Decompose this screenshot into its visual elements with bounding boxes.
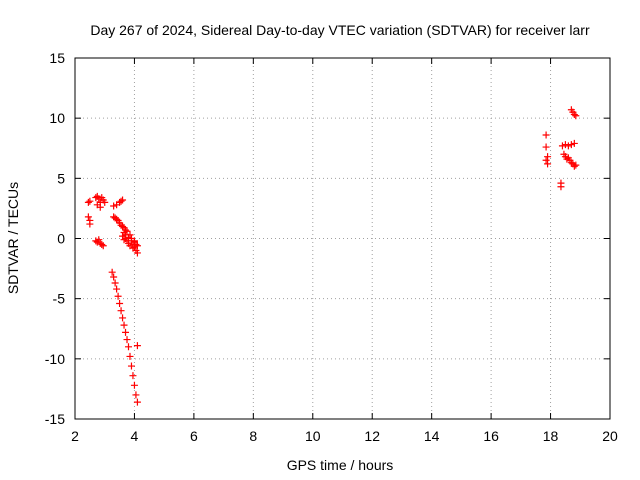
data-point	[117, 197, 125, 205]
x-tick-label: 12	[364, 428, 380, 444]
data-point	[99, 242, 107, 250]
data-point	[570, 162, 578, 170]
data-point	[572, 112, 580, 120]
x-tick-label: 4	[131, 428, 139, 444]
data-point	[84, 213, 92, 221]
data-point	[123, 227, 131, 235]
data-point	[561, 141, 569, 149]
data-point	[542, 131, 550, 139]
x-tick-label: 18	[543, 428, 559, 444]
grid	[75, 58, 610, 419]
y-tick-label: 15	[49, 50, 65, 66]
data-point	[92, 194, 100, 202]
data-point	[129, 372, 137, 380]
x-tick-label: 16	[483, 428, 499, 444]
data-point	[558, 142, 566, 150]
data-point	[570, 139, 578, 147]
x-tick-label: 14	[424, 428, 440, 444]
data-point	[92, 237, 100, 245]
data-point	[544, 160, 552, 168]
y-tick-label: -10	[45, 351, 65, 367]
data-point	[98, 241, 106, 249]
data-point	[570, 111, 578, 119]
data-point	[557, 183, 565, 191]
data-point	[544, 153, 552, 161]
data-point	[564, 142, 572, 150]
data-point	[567, 159, 575, 167]
data-point	[122, 328, 130, 336]
chart-title: Day 267 of 2024, Sidereal Day-to-day VTE…	[90, 22, 590, 38]
y-tick-label: 10	[49, 110, 65, 126]
y-tick-label: 5	[57, 170, 65, 186]
data-point	[110, 273, 118, 281]
data-point	[119, 232, 127, 240]
x-tick-label: 8	[249, 428, 257, 444]
data-point	[96, 203, 104, 211]
data-point	[113, 215, 121, 223]
data-point	[127, 362, 135, 370]
data-point	[132, 391, 140, 399]
y-tick-label: -15	[45, 411, 65, 427]
x-tick-label: 20	[602, 428, 618, 444]
y-tick-label: -5	[53, 291, 66, 307]
data-point	[116, 299, 124, 307]
data-point	[126, 231, 134, 239]
data-point	[133, 398, 141, 406]
data-point	[132, 241, 140, 249]
data-point	[111, 279, 119, 287]
data-point	[113, 285, 121, 293]
data-point	[133, 249, 141, 257]
y-tick-labels: -15 -10 -5 0 5 10 15	[45, 50, 65, 427]
data-point	[123, 336, 131, 344]
data-point	[120, 236, 128, 244]
y-tick-label: 0	[57, 231, 65, 247]
data-point	[542, 156, 550, 164]
y-axis-label: SDTVAR / TECUs	[5, 182, 21, 294]
data-point	[122, 226, 130, 234]
data-point	[95, 236, 103, 244]
data-point	[86, 197, 94, 205]
data-point	[101, 198, 109, 206]
data-point	[110, 202, 118, 210]
data-point	[108, 268, 116, 276]
data-point	[567, 141, 575, 149]
data-point	[114, 292, 122, 300]
data-point	[84, 198, 92, 206]
data-point	[117, 307, 125, 315]
data-point	[133, 342, 141, 350]
data-point	[95, 195, 103, 203]
x-tick-labels: 2 4 6 8 10 12 14 16 18 20	[71, 428, 618, 444]
data-point	[542, 143, 550, 151]
data-point	[119, 222, 127, 230]
data-point	[125, 343, 132, 351]
data-point	[119, 196, 127, 204]
x-tick-label: 2	[71, 428, 79, 444]
data-point	[130, 381, 138, 389]
data-point	[563, 155, 571, 163]
x-tick-label: 10	[305, 428, 321, 444]
data-points	[84, 106, 580, 406]
data-point	[86, 220, 94, 228]
axis-ticks	[74, 57, 611, 420]
data-point	[130, 237, 138, 245]
data-point	[572, 161, 580, 169]
data-point	[133, 242, 141, 250]
data-point	[120, 321, 128, 329]
data-point	[126, 352, 134, 360]
data-point	[119, 314, 127, 322]
x-tick-label: 6	[190, 428, 198, 444]
x-axis-label: GPS time / hours	[287, 457, 394, 473]
